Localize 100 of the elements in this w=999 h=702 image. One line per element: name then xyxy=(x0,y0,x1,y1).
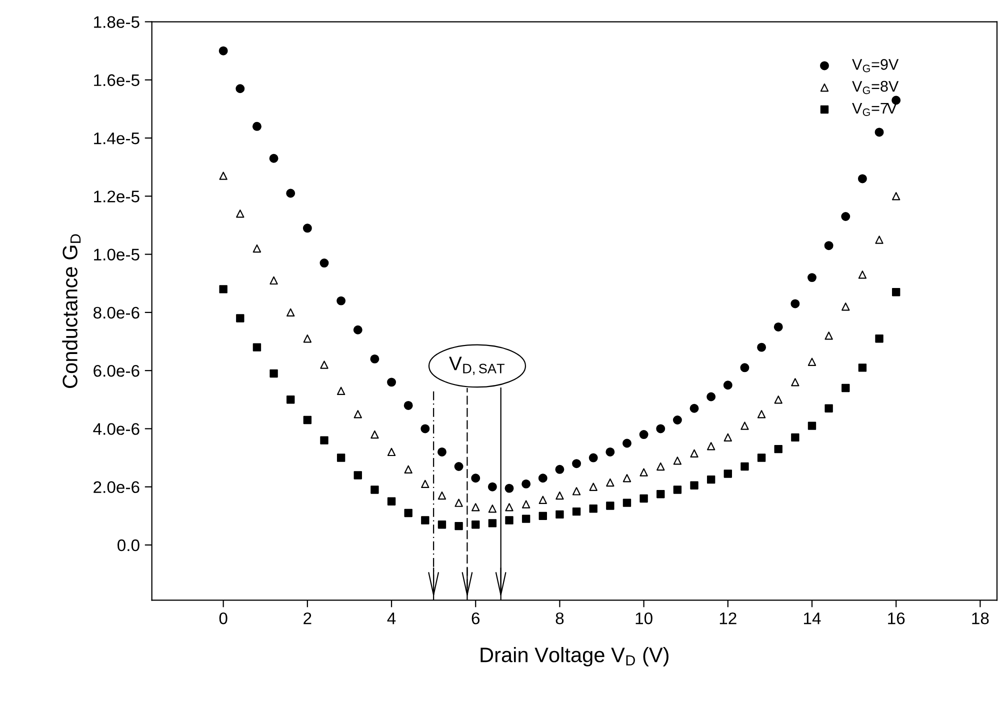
point xyxy=(504,484,514,493)
point xyxy=(302,224,312,233)
point xyxy=(875,334,884,343)
point xyxy=(824,332,833,340)
point xyxy=(270,276,278,285)
point xyxy=(790,299,800,308)
point xyxy=(370,486,379,494)
point xyxy=(252,122,262,131)
point xyxy=(808,358,816,366)
point xyxy=(740,363,750,372)
point xyxy=(774,396,782,404)
x-tick-label: 16 xyxy=(888,612,905,624)
point xyxy=(874,128,884,137)
point xyxy=(555,464,564,474)
legend-label: V$_{G}$=9V xyxy=(852,59,899,72)
point xyxy=(740,462,749,471)
x-tick-label: 18 xyxy=(972,612,989,624)
point xyxy=(639,430,648,440)
point xyxy=(791,433,800,442)
point xyxy=(690,481,698,490)
point xyxy=(740,422,749,430)
point xyxy=(286,396,295,404)
point xyxy=(303,416,312,424)
point xyxy=(387,497,396,506)
point xyxy=(471,474,480,483)
point xyxy=(724,433,732,442)
point xyxy=(370,430,379,439)
x-tick-label: 10 xyxy=(636,612,652,624)
point xyxy=(270,369,278,378)
point xyxy=(488,504,497,513)
x-axis-title: Drain Voltage V$_{D}$ (V) xyxy=(480,646,668,666)
y-tick-label: 1.6e-5 xyxy=(94,74,140,86)
y-axis-title: Conductance G$_{D}$ xyxy=(62,234,81,388)
point xyxy=(757,410,766,418)
point xyxy=(252,244,262,253)
point xyxy=(522,479,531,488)
point xyxy=(354,410,362,418)
point xyxy=(673,486,682,494)
point xyxy=(303,334,312,343)
point xyxy=(353,325,362,334)
x-tick-label: 8 xyxy=(556,612,564,624)
point xyxy=(404,508,412,518)
point xyxy=(556,510,564,519)
point xyxy=(336,296,346,306)
point xyxy=(404,465,412,474)
point xyxy=(824,404,833,412)
point xyxy=(538,496,547,504)
point xyxy=(690,449,698,458)
point xyxy=(320,258,329,268)
point xyxy=(438,491,446,500)
point xyxy=(572,487,581,496)
point xyxy=(572,507,581,516)
y-tick-label: 1.8e-5 xyxy=(94,16,140,28)
x-tick-label: 0 xyxy=(219,612,228,624)
y-tick-label: 1.2e-5 xyxy=(94,190,140,202)
point xyxy=(706,442,716,450)
point xyxy=(892,192,900,200)
y-tick-label: 0.0 xyxy=(118,539,140,552)
point xyxy=(875,236,884,244)
point xyxy=(219,172,228,180)
point xyxy=(218,46,228,56)
point xyxy=(640,468,648,476)
point xyxy=(437,447,446,456)
point xyxy=(538,512,547,520)
y-tick-label: 1.4e-5 xyxy=(94,132,140,144)
point xyxy=(808,273,816,282)
point xyxy=(438,520,446,529)
y-tick-label: 2.0e-6 xyxy=(94,481,140,494)
point xyxy=(252,343,262,352)
y-tick-label: 6.0e-6 xyxy=(94,364,140,377)
point xyxy=(522,514,530,523)
x-tick-label: 4 xyxy=(387,612,396,624)
point xyxy=(454,522,463,530)
point xyxy=(724,470,732,478)
point xyxy=(589,504,598,513)
point xyxy=(622,438,632,448)
annotation: V$_{D,SAT}$ xyxy=(449,356,505,375)
point xyxy=(522,500,530,508)
point xyxy=(808,422,816,430)
point xyxy=(656,462,665,471)
point xyxy=(622,474,632,482)
point xyxy=(236,210,244,218)
point xyxy=(589,482,598,491)
y-tick-label: 8.0e-6 xyxy=(94,306,140,319)
point xyxy=(404,400,413,410)
point xyxy=(421,516,430,524)
point xyxy=(236,314,244,322)
point xyxy=(336,454,346,462)
point xyxy=(572,459,582,468)
point xyxy=(841,212,850,221)
point xyxy=(286,188,296,198)
point xyxy=(757,454,766,462)
point xyxy=(656,490,665,498)
point xyxy=(387,378,396,387)
point xyxy=(858,270,867,279)
point xyxy=(656,424,666,434)
point xyxy=(387,448,396,456)
point xyxy=(505,503,514,512)
point xyxy=(824,241,834,250)
point xyxy=(421,480,430,488)
